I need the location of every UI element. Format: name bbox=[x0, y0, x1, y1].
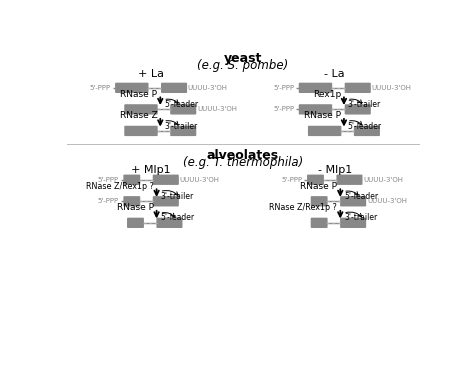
Text: 5'-PPP: 5'-PPP bbox=[273, 106, 294, 112]
FancyBboxPatch shape bbox=[310, 196, 328, 207]
Text: + La: + La bbox=[138, 69, 164, 79]
FancyBboxPatch shape bbox=[115, 83, 148, 93]
Text: - La: - La bbox=[324, 69, 345, 79]
FancyBboxPatch shape bbox=[170, 104, 196, 115]
Text: 3'-trailer: 3'-trailer bbox=[164, 122, 197, 131]
Text: RNase P: RNase P bbox=[120, 90, 157, 99]
Text: UUUU-3'OH: UUUU-3'OH bbox=[367, 198, 407, 204]
Text: UUUU-3'OH: UUUU-3'OH bbox=[180, 177, 219, 183]
Text: RNase P: RNase P bbox=[117, 203, 154, 212]
FancyBboxPatch shape bbox=[354, 126, 380, 136]
Text: 5'-leader: 5'-leader bbox=[344, 192, 378, 201]
FancyBboxPatch shape bbox=[153, 175, 179, 185]
Text: (e.g. T. thermophila): (e.g. T. thermophila) bbox=[183, 156, 303, 169]
Text: UUUU-3'OH: UUUU-3'OH bbox=[188, 85, 228, 91]
Text: RNase Z: RNase Z bbox=[119, 112, 157, 120]
FancyBboxPatch shape bbox=[340, 196, 366, 207]
Text: UUUU-3'OH: UUUU-3'OH bbox=[197, 106, 237, 112]
FancyBboxPatch shape bbox=[299, 104, 332, 115]
FancyBboxPatch shape bbox=[340, 218, 366, 228]
Text: UUUU-3'OH: UUUU-3'OH bbox=[363, 177, 403, 183]
Text: RNase P: RNase P bbox=[301, 182, 337, 191]
FancyBboxPatch shape bbox=[170, 126, 196, 136]
FancyBboxPatch shape bbox=[337, 175, 363, 185]
Text: + Mlp1: + Mlp1 bbox=[131, 165, 171, 175]
Text: 3'-trailer: 3'-trailer bbox=[347, 100, 381, 109]
Text: Rex1p: Rex1p bbox=[313, 90, 341, 99]
FancyBboxPatch shape bbox=[153, 196, 179, 207]
Text: 5'-PPP: 5'-PPP bbox=[282, 177, 302, 183]
Text: (e.g. S. pombe): (e.g. S. pombe) bbox=[197, 59, 289, 72]
FancyBboxPatch shape bbox=[124, 126, 158, 136]
FancyBboxPatch shape bbox=[161, 83, 187, 93]
Text: 3'-trailer: 3'-trailer bbox=[344, 213, 377, 223]
FancyBboxPatch shape bbox=[156, 218, 182, 228]
Text: 3'-trailer: 3'-trailer bbox=[160, 192, 193, 201]
FancyBboxPatch shape bbox=[127, 218, 144, 228]
Text: 5'-PPP: 5'-PPP bbox=[273, 85, 294, 91]
Text: 5'-PPP: 5'-PPP bbox=[90, 85, 110, 91]
Text: 5'-PPP: 5'-PPP bbox=[98, 177, 119, 183]
FancyBboxPatch shape bbox=[310, 218, 328, 228]
Text: RNase P: RNase P bbox=[304, 112, 341, 120]
Text: UUUU-3'OH: UUUU-3'OH bbox=[372, 85, 411, 91]
FancyBboxPatch shape bbox=[308, 126, 341, 136]
Text: 5'-leader: 5'-leader bbox=[164, 100, 198, 109]
FancyBboxPatch shape bbox=[299, 83, 332, 93]
FancyBboxPatch shape bbox=[307, 175, 324, 185]
Text: 5'-leader: 5'-leader bbox=[347, 122, 382, 131]
Text: alveolates: alveolates bbox=[207, 149, 279, 162]
Text: - Mlp1: - Mlp1 bbox=[318, 165, 352, 175]
Text: 5'-leader: 5'-leader bbox=[160, 213, 194, 223]
FancyBboxPatch shape bbox=[345, 104, 371, 115]
FancyBboxPatch shape bbox=[123, 196, 140, 207]
Text: RNase Z/Rex1p ?: RNase Z/Rex1p ? bbox=[269, 203, 337, 212]
FancyBboxPatch shape bbox=[123, 175, 140, 185]
Text: yeast: yeast bbox=[224, 52, 262, 65]
Text: RNase Z/Rex1p ?: RNase Z/Rex1p ? bbox=[86, 182, 154, 191]
FancyBboxPatch shape bbox=[124, 104, 158, 115]
FancyBboxPatch shape bbox=[345, 83, 371, 93]
Text: 5'-PPP: 5'-PPP bbox=[98, 198, 119, 204]
